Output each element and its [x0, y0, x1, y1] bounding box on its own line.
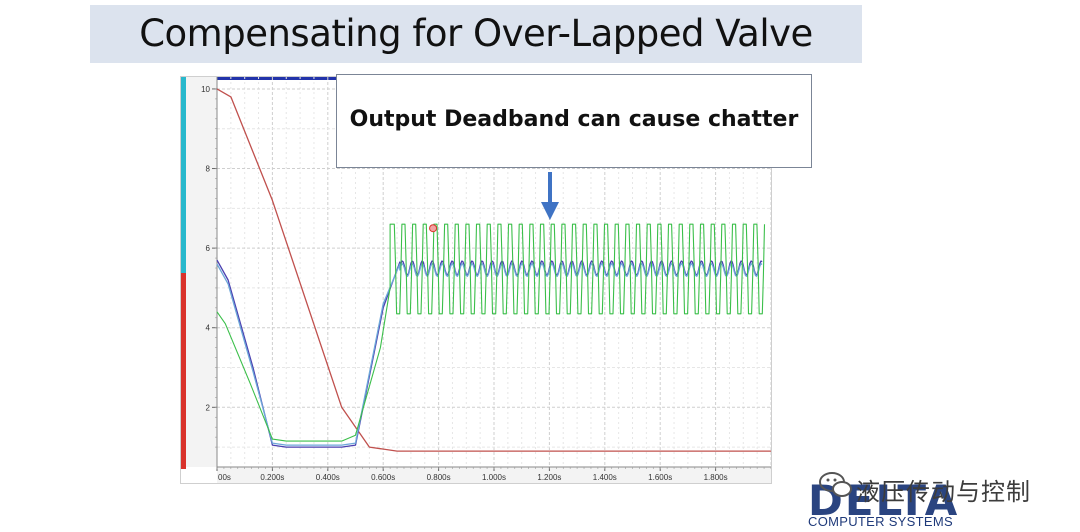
series-line-position2 [216, 263, 763, 446]
x-tick-label: 0.600s [371, 473, 395, 482]
y-axis-panel [186, 77, 217, 467]
delta-logo-subtitle: COMPUTER SYSTEMS [808, 514, 953, 529]
callout-box: Output Deadband can cause chatter [336, 74, 812, 168]
slide-title-bar: Compensating for Over-Lapped Valve [90, 5, 862, 63]
x-tick-label: 1.600s [648, 473, 672, 482]
axis-bar-cyan [181, 77, 186, 273]
x-tick-label: 1.200s [537, 473, 561, 482]
y-tick-label: 8 [206, 165, 211, 174]
delta-logo: DELTA [808, 476, 960, 525]
line-chart: 10 8 6 4 2 00s 0.200s 0.400s 0.600s 0.800s 1.000s 1… [181, 77, 771, 483]
slide-title: Compensating for Over-Lapped Valve [139, 12, 813, 55]
axis-bar-red [181, 273, 186, 469]
callout-text: Output Deadband can cause chatter [349, 107, 799, 132]
watermark: DELTA COMPUTER SYSTEMS 液压传动与控制 [808, 462, 1068, 532]
x-tick-label: 0.200s [260, 473, 284, 482]
wechat-icon [819, 472, 852, 497]
x-axis-panel [217, 467, 771, 483]
down-arrow-icon [541, 172, 559, 220]
y-tick-label: 10 [201, 85, 210, 94]
y-tick-label: 2 [206, 403, 211, 412]
series-line-output [216, 223, 766, 442]
watermark-text: 液压传动与控制 [856, 478, 1031, 506]
y-tick-label: 6 [206, 244, 211, 253]
x-tick-label: 0.400s [316, 473, 340, 482]
x-tick-label: 1.400s [593, 473, 617, 482]
top-range-bar [217, 77, 337, 80]
x-tick-label: 1.000s [482, 473, 506, 482]
y-tick-label: 4 [206, 324, 211, 333]
x-tick-label: 0.800s [427, 473, 451, 482]
x-tick-label: 00s [218, 473, 231, 482]
x-tick-label: 1.800s [704, 473, 728, 482]
series-line-target [216, 88, 771, 452]
cursor-marker [429, 224, 438, 233]
